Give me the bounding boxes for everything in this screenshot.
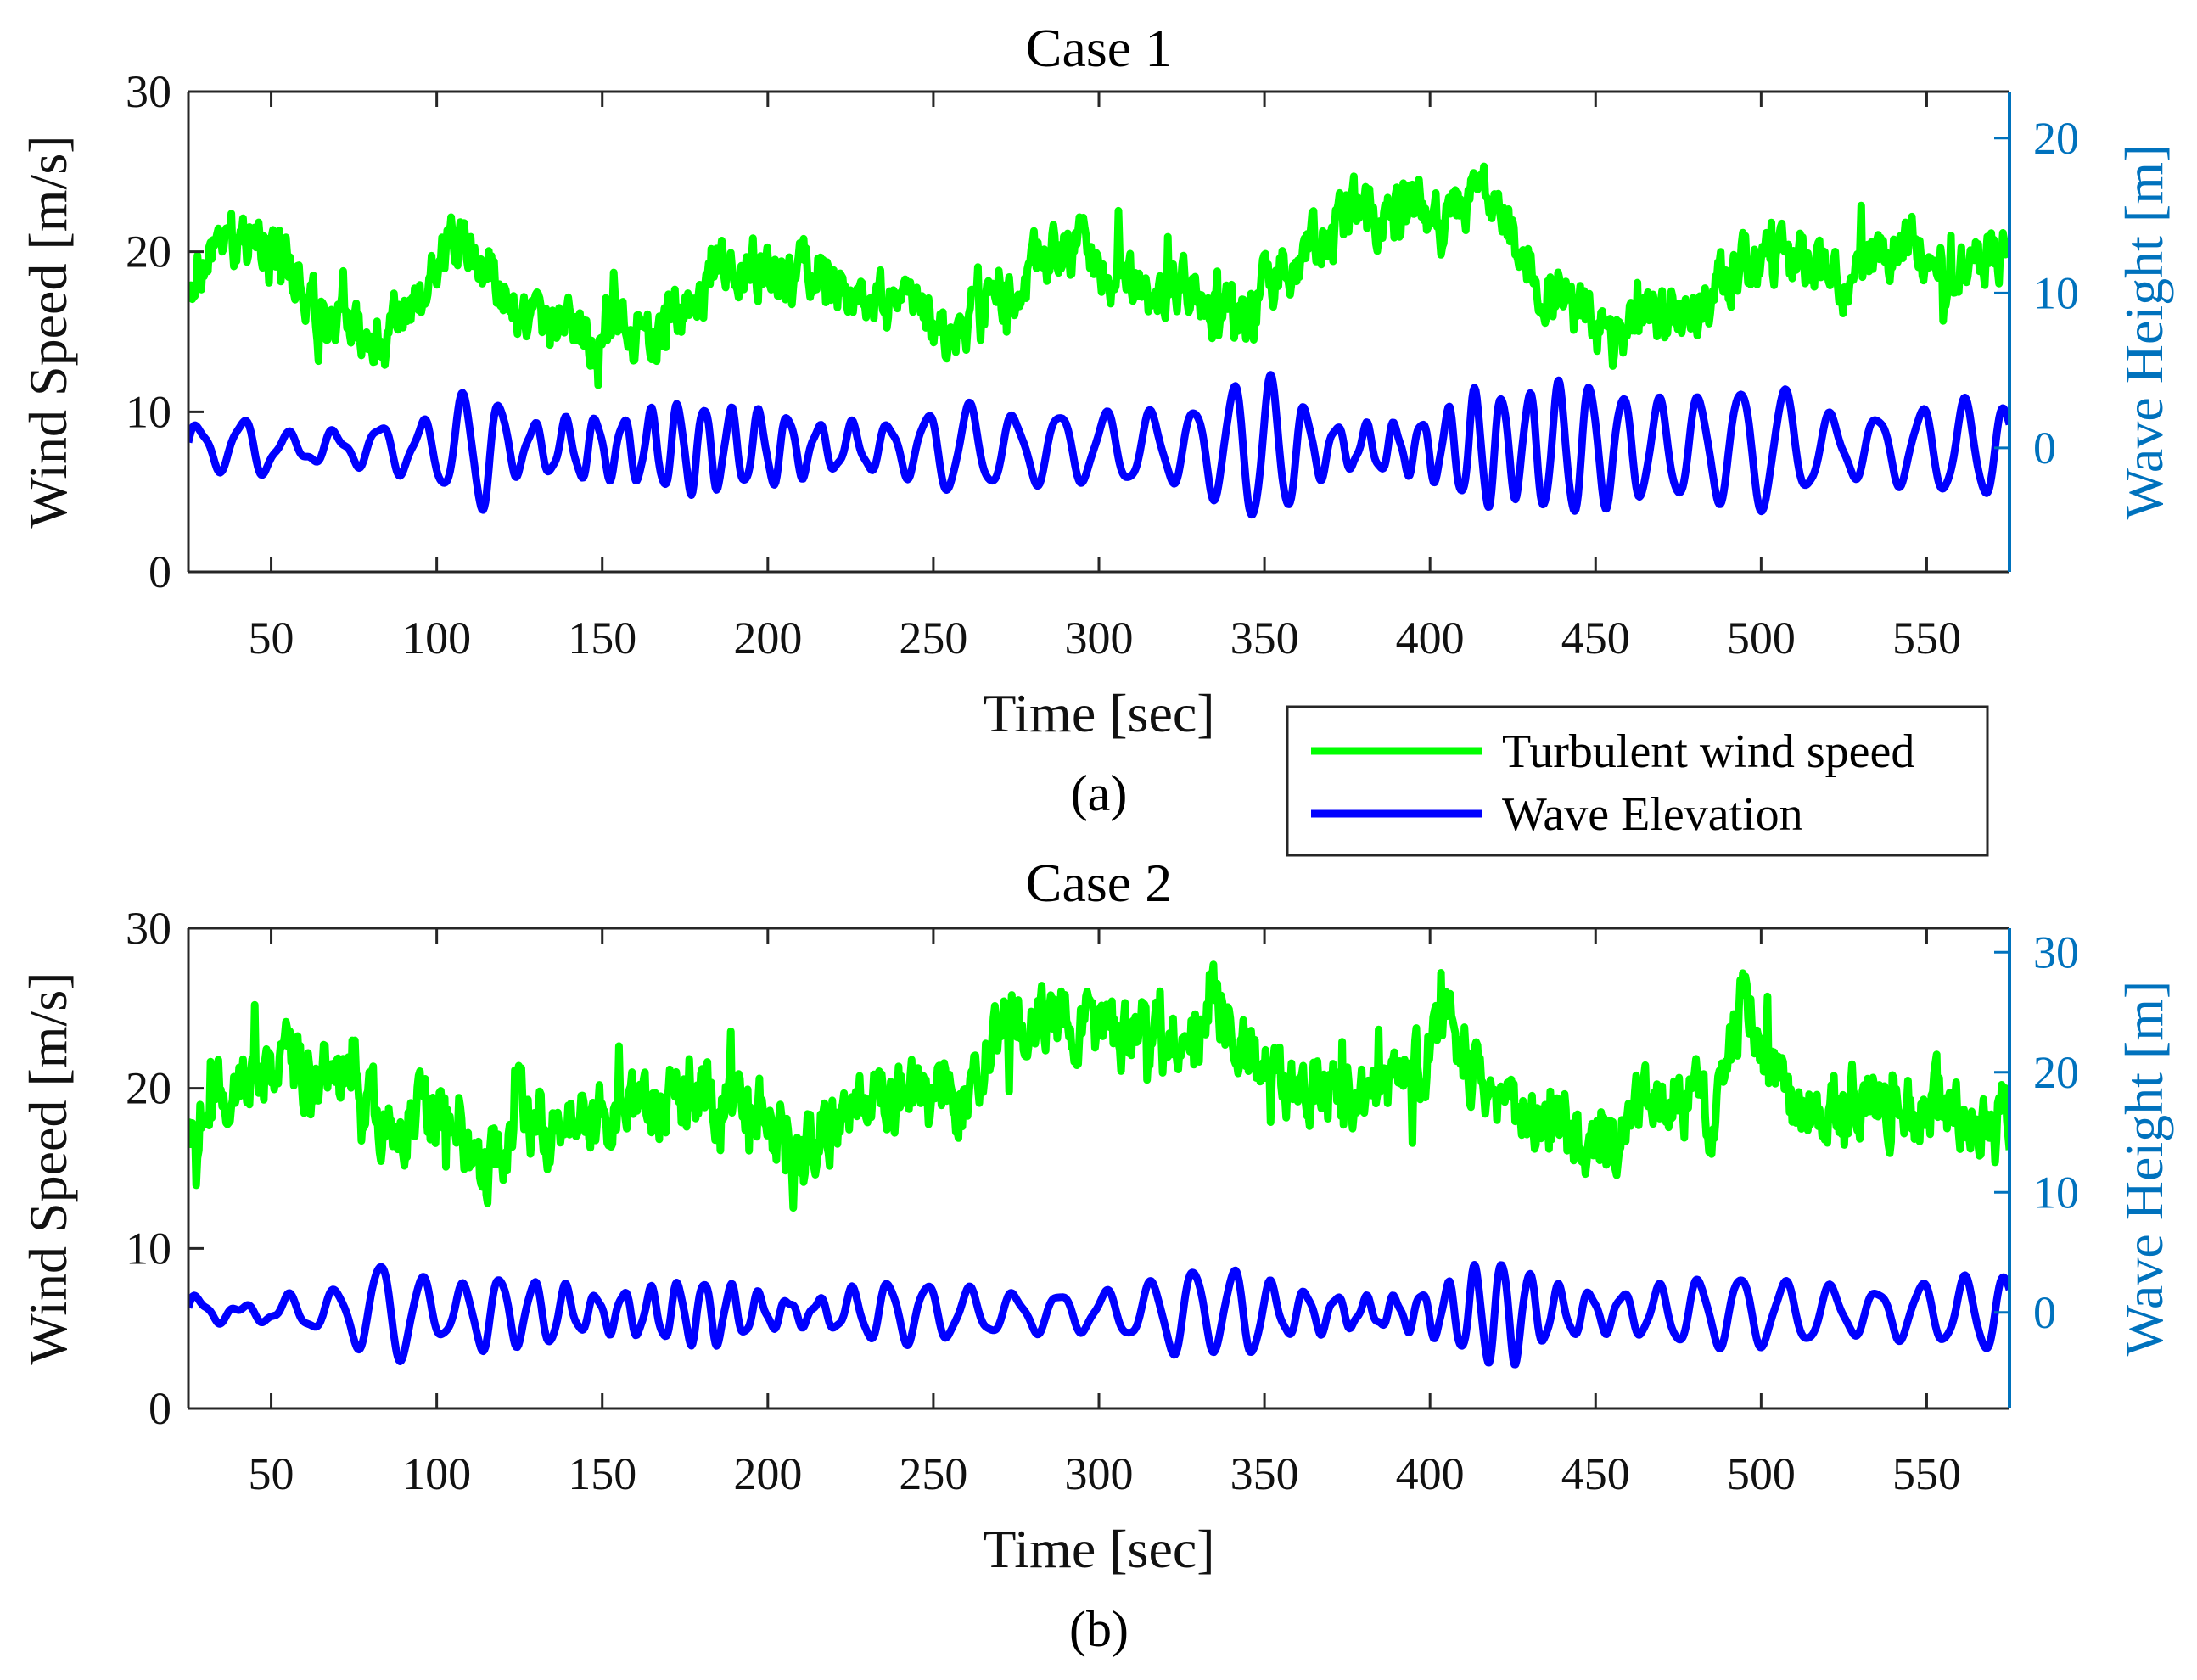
y-tick-label: 10: [126, 1223, 171, 1274]
x-tick-label: 300: [1065, 613, 1134, 664]
x-tick-label: 500: [1727, 1448, 1796, 1499]
y2-tick-label: 0: [2033, 1287, 2056, 1338]
y-axis-label: Wind Speed [m/s]: [18, 135, 78, 528]
x-tick-label: 550: [1892, 613, 1961, 664]
x-axis-label: Time [sec]: [983, 1519, 1214, 1579]
series-line-wind-speed: [188, 960, 2009, 1212]
y-tick-label: 30: [126, 903, 171, 954]
x-tick-label: 450: [1561, 613, 1630, 664]
x-tick-label: 300: [1065, 1448, 1134, 1499]
panel-case-1: 50 100 150 200 250 300 350 400 450 500 55001020300…: [18, 18, 2174, 821]
x-tick-label: 150: [568, 1448, 636, 1499]
x-tick-label: 250: [899, 1448, 967, 1499]
x-tick-label: 550: [1892, 1448, 1961, 1499]
panel-case-2: 50 100 150 200 250 300 350 400 450 500 55001020300…: [18, 853, 2174, 1657]
series-line-wave-elevation: [188, 371, 2009, 519]
chart-title: Case 1: [1026, 18, 1172, 78]
y-tick-label: 30: [126, 66, 171, 117]
y-axis-label: Wind Speed [m/s]: [18, 972, 78, 1364]
y-tick-label: 10: [126, 386, 171, 437]
x-tick-label: 100: [402, 613, 471, 664]
x-tick-label: 500: [1727, 613, 1796, 664]
y2-tick-label: 10: [2033, 267, 2079, 318]
y2-tick-label: 30: [2033, 927, 2079, 977]
x-tick-label: 400: [1396, 613, 1465, 664]
x-tick-label: 100: [402, 1448, 471, 1499]
series-line-wind-speed: [188, 162, 2009, 389]
x-tick-label: 150: [568, 613, 636, 664]
y2-axis-label: Wave Height [m]: [2114, 981, 2174, 1357]
legend-label-1: Wave Elevation: [1502, 788, 1803, 841]
panel-caption: (a): [1071, 765, 1128, 821]
x-tick-label: 250: [899, 613, 967, 664]
legend-label-0: Turbulent wind speed: [1502, 725, 1914, 778]
y2-tick-label: 10: [2033, 1167, 2079, 1218]
x-tick-label: 400: [1396, 1448, 1465, 1499]
x-tick-label: 350: [1230, 613, 1299, 664]
y2-tick-label: 20: [2033, 1047, 2079, 1098]
y-tick-label: 20: [126, 227, 171, 277]
y2-tick-label: 20: [2033, 113, 2079, 164]
x-tick-label: 50: [249, 613, 294, 664]
legend: Turbulent wind speed Wave Elevation: [1286, 705, 1989, 857]
x-tick-label: 350: [1230, 1448, 1299, 1499]
x-tick-label: 50: [249, 1448, 294, 1499]
y2-axis-label: Wave Height [m]: [2114, 144, 2174, 520]
y-tick-label: 0: [149, 1383, 171, 1434]
x-axis-label: Time [sec]: [983, 683, 1214, 743]
x-tick-label: 200: [733, 613, 802, 664]
y-tick-label: 0: [149, 546, 171, 597]
x-tick-label: 200: [733, 1448, 802, 1499]
y-tick-label: 20: [126, 1063, 171, 1114]
panel-caption: (b): [1069, 1601, 1129, 1657]
x-tick-label: 450: [1561, 1448, 1630, 1499]
chart-title: Case 2: [1026, 853, 1172, 913]
legend-box: [1286, 705, 1989, 857]
series-line-wave-elevation: [188, 1261, 2009, 1369]
y2-tick-label: 0: [2033, 423, 2056, 473]
